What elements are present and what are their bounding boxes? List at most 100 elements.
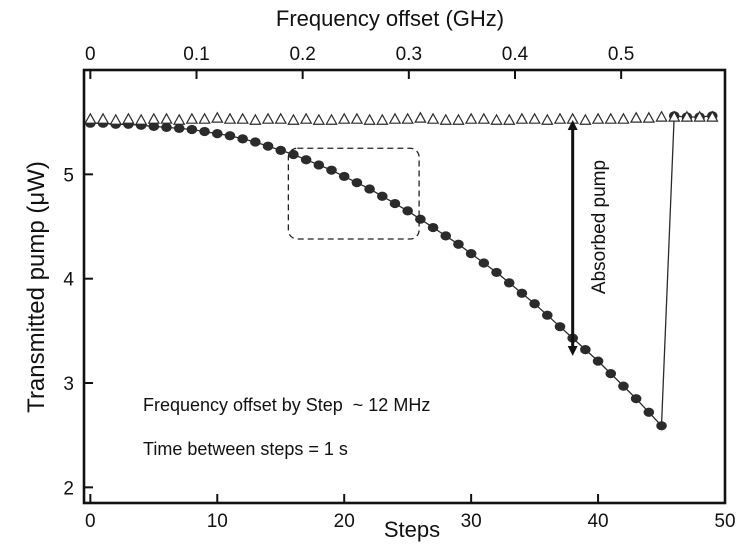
data-point-filled xyxy=(465,249,477,259)
data-point-open-triangle xyxy=(414,111,427,123)
x-tick-label: 10 xyxy=(207,511,228,532)
top-tick-label: 0.1 xyxy=(183,44,209,65)
data-point-open-triangle xyxy=(528,112,541,124)
data-point-filled xyxy=(237,134,248,144)
data-point-filled xyxy=(529,299,540,309)
data-point-filled xyxy=(211,129,223,139)
axes-group xyxy=(82,68,727,505)
data-point-open-triangle xyxy=(541,113,554,125)
data-point-open-triangle xyxy=(84,112,97,124)
data-point-open-triangle xyxy=(426,112,440,124)
top-tick-label: 0 xyxy=(85,44,96,65)
data-point-filled xyxy=(288,149,299,160)
data-point-open-triangle xyxy=(464,112,478,124)
data-point-open-triangle xyxy=(502,113,516,125)
data-point-open-triangle xyxy=(604,112,617,124)
step-annotation: Frequency offset by Step ~ 12 MHz xyxy=(143,395,430,415)
x-tick-label: 30 xyxy=(461,511,482,532)
data-point-open-triangle xyxy=(109,113,122,125)
data-point-open-triangle xyxy=(160,112,173,124)
data-point-filled xyxy=(618,381,629,391)
data-point-filled xyxy=(541,310,553,320)
data-point-filled xyxy=(376,191,388,201)
y-tick-label: 2 xyxy=(63,478,74,499)
data-point-filled xyxy=(415,214,426,224)
data-point-open-triangle xyxy=(566,112,579,124)
data-point-filled xyxy=(630,394,642,404)
data-point-filled xyxy=(440,231,452,241)
data-point-filled xyxy=(300,155,312,165)
data-point-filled xyxy=(326,165,337,175)
data-point-open-triangle xyxy=(668,110,681,122)
data-point-open-triangle xyxy=(96,112,110,124)
data-point-open-triangle xyxy=(249,113,262,125)
data-point-open-triangle xyxy=(287,113,300,125)
series-group xyxy=(84,110,719,431)
data-point-open-triangle xyxy=(172,113,186,125)
data-point-open-triangle xyxy=(350,112,364,124)
y-tick-label: 4 xyxy=(63,270,74,291)
data-point-open-triangle xyxy=(185,112,199,124)
series-0-line xyxy=(90,115,713,428)
data-point-open-triangle xyxy=(617,112,630,124)
x-tick-label: 40 xyxy=(587,511,608,532)
data-point-filled xyxy=(402,206,413,216)
data-point-filled xyxy=(491,267,502,278)
data-point-filled xyxy=(427,222,439,233)
data-point-open-triangle xyxy=(363,113,376,125)
data-point-filled xyxy=(453,239,464,249)
data-point-filled xyxy=(478,258,490,268)
data-point-filled xyxy=(199,126,210,137)
data-point-filled xyxy=(351,178,363,188)
data-point-open-triangle xyxy=(490,113,503,125)
data-point-filled xyxy=(643,407,655,417)
data-point-filled xyxy=(554,322,566,332)
data-point-filled xyxy=(224,131,236,141)
data-point-open-triangle xyxy=(553,112,567,124)
data-point-open-triangle xyxy=(680,110,694,122)
y-tick-label: 3 xyxy=(63,374,74,395)
data-point-open-triangle xyxy=(515,112,529,124)
plot-frame xyxy=(82,68,727,505)
data-point-open-triangle xyxy=(642,111,656,123)
data-point-open-triangle xyxy=(439,113,452,125)
data-point-open-triangle xyxy=(312,113,326,125)
data-point-open-triangle xyxy=(211,111,224,123)
data-point-open-triangle xyxy=(274,112,287,124)
dashed-highlight-box xyxy=(287,147,420,240)
x-tick-label: 20 xyxy=(334,511,355,532)
data-point-open-triangle xyxy=(693,110,706,122)
data-point-filled xyxy=(186,124,198,135)
data-point-open-triangle xyxy=(337,112,351,124)
y-axis-title: Transmitted pump (μW) xyxy=(23,161,50,413)
data-point-filled xyxy=(656,421,667,431)
data-point-open-triangle xyxy=(591,112,605,124)
data-point-open-triangle xyxy=(299,112,313,124)
top-tick-label: 0.3 xyxy=(396,44,422,65)
data-point-open-triangle xyxy=(134,113,148,125)
data-point-filled xyxy=(262,141,274,151)
time-annotation: Time between steps = 1 s xyxy=(143,439,348,459)
data-point-open-triangle xyxy=(655,110,668,122)
annotations-group xyxy=(287,120,578,356)
data-point-filled xyxy=(516,288,528,298)
top-axis-title: Frequency offset (GHz) xyxy=(276,6,504,31)
top-tick-label: 0.2 xyxy=(289,44,315,65)
data-point-open-triangle xyxy=(223,112,237,124)
data-point-open-triangle xyxy=(629,111,643,123)
data-point-open-triangle xyxy=(122,112,135,124)
data-point-open-triangle xyxy=(401,112,414,124)
data-point-filled xyxy=(338,171,350,182)
data-point-open-triangle xyxy=(236,112,249,124)
data-point-filled xyxy=(364,184,375,194)
data-point-filled xyxy=(148,121,160,131)
data-point-open-triangle xyxy=(579,113,592,125)
data-point-open-triangle xyxy=(388,112,402,124)
top-tick-label: 0.4 xyxy=(502,44,529,65)
x-tick-label: 0 xyxy=(85,511,96,532)
data-point-filled xyxy=(275,145,287,155)
data-point-filled xyxy=(389,198,401,209)
data-point-open-triangle xyxy=(325,113,338,125)
